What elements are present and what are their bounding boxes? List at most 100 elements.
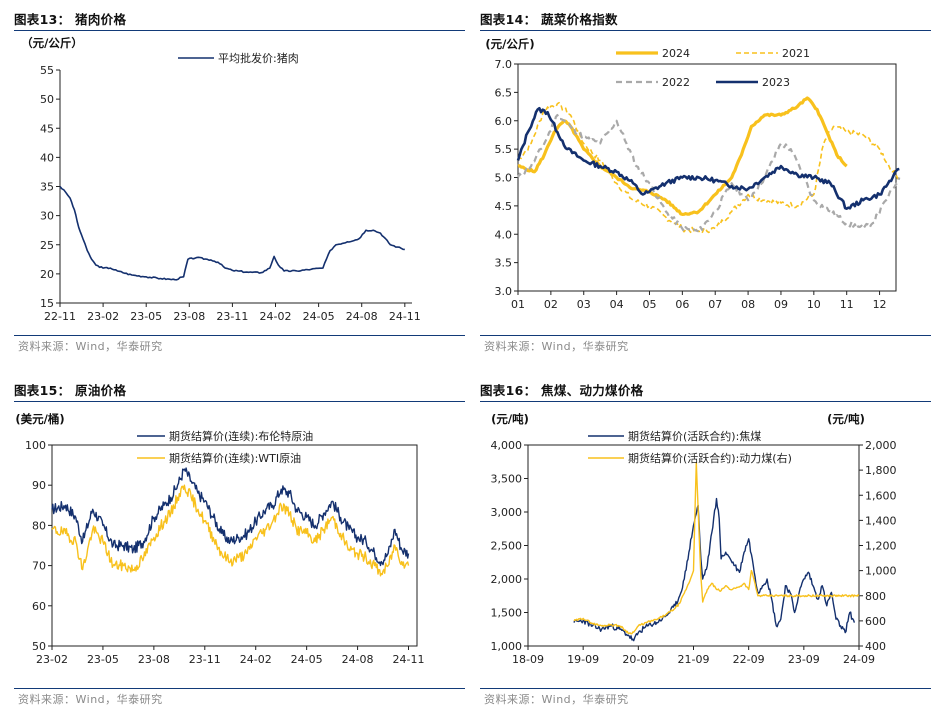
y-tick-label: 80: [32, 519, 46, 532]
y-axis-unit: (元/吨): [491, 412, 529, 426]
series-line-1: [517, 96, 848, 216]
x-tick-label: 23-08: [173, 310, 205, 323]
y-axis-unit-right: (元/吨): [827, 412, 865, 426]
panel-15-title-rule: [14, 401, 465, 402]
x-tick-label: 24-02: [240, 653, 272, 666]
x-tick-label: 23-05: [130, 310, 162, 323]
legend-label-2: 期货结算价(活跃合约):动力煤(右): [628, 451, 792, 465]
y-tick-label: 100: [25, 439, 46, 452]
panel-13-title: 图表13： 猪肉价格: [14, 12, 127, 27]
y-tick-label: 4,000: [491, 439, 523, 452]
x-tick-label: 01: [511, 298, 525, 311]
x-tick-label: 08: [741, 298, 755, 311]
x-tick-label: 22-09: [733, 653, 765, 666]
x-tick-label: 24-11: [393, 653, 425, 666]
series-line-2: [51, 484, 410, 577]
series-line-1: [573, 497, 856, 642]
x-tick-label: 19-09: [567, 653, 599, 666]
y-tick-label: 70: [32, 560, 46, 573]
x-tick-label: 24-08: [342, 653, 374, 666]
x-tick-label: 24-05: [291, 653, 323, 666]
legend-label-2: 期货结算价(连续):WTI原油: [169, 451, 301, 465]
panel-16-source-rule: [480, 688, 931, 689]
panel-14-source: 资料来源：Wind，华泰研究: [484, 340, 629, 353]
y-right-tick-label: 1,800: [865, 464, 897, 477]
y-tick-label: 60: [32, 600, 46, 613]
y-tick-label: 45: [40, 122, 54, 135]
panel-14-source-rule: [480, 335, 931, 336]
y-tick-label: 30: [40, 210, 54, 223]
y-tick-label: 3.0: [495, 285, 513, 298]
x-tick-label: 24-02: [260, 310, 292, 323]
panel-15-source-rule: [14, 688, 465, 689]
series-line-1: [59, 185, 405, 281]
x-tick-label: 24-08: [346, 310, 378, 323]
legend-label-3: 2022: [662, 76, 690, 89]
y-tick-label: 20: [40, 268, 54, 281]
y-tick-label: 5.5: [495, 143, 513, 156]
y-right-tick-label: 600: [865, 615, 886, 628]
x-tick-label: 04: [610, 298, 624, 311]
legend-label-2: 2021: [782, 47, 810, 60]
y-tick-label: 50: [32, 640, 46, 653]
x-tick-label: 22-11: [44, 310, 76, 323]
plot-frame: [51, 444, 418, 647]
y-axis-unit: （元/公斤）: [21, 36, 83, 50]
y-tick-label: 50: [40, 93, 54, 106]
x-tick-label: 21-09: [678, 653, 710, 666]
y-axis-unit: (元/公斤): [485, 37, 534, 51]
x-tick-label: 20-09: [622, 653, 654, 666]
panel-16-title: 图表16： 焦煤、动力煤价格: [480, 383, 644, 398]
y-right-tick-label: 400: [865, 640, 886, 653]
legend-label-1: 2024: [662, 47, 690, 60]
series-line-2: [517, 101, 900, 234]
y-tick-label: 6.0: [495, 115, 513, 128]
panel-13-source: 资料来源：Wind，华泰研究: [18, 340, 163, 353]
panel-13-source-rule: [14, 335, 465, 336]
x-tick-label: 23-02: [87, 310, 119, 323]
y-tick-label: 1,000: [491, 640, 523, 653]
y-right-tick-label: 1,600: [865, 489, 897, 502]
x-tick-label: 23-05: [87, 653, 119, 666]
x-tick-label: 09: [774, 298, 788, 311]
x-tick-label: 23-11: [216, 310, 248, 323]
legend-label-1: 平均批发价:猪肉: [218, 51, 299, 65]
x-tick-label: 11: [840, 298, 854, 311]
legend-label-1: 期货结算价(活跃合约):焦煤: [628, 429, 761, 443]
y-tick-label: 4.5: [495, 200, 513, 213]
panel-14-title: 图表14： 蔬菜价格指数: [480, 12, 618, 27]
x-tick-label: 03: [577, 298, 591, 311]
y-tick-label: 90: [32, 479, 46, 492]
panel-15-title: 图表15： 原油价格: [14, 383, 127, 398]
y-tick-label: 3.5: [495, 257, 513, 270]
y-tick-label: 15: [40, 297, 54, 310]
y-tick-label: 4.0: [495, 228, 513, 241]
y-right-tick-label: 1,400: [865, 514, 897, 527]
x-tick-label: 23-11: [189, 653, 221, 666]
y-tick-label: 25: [40, 239, 54, 252]
x-tick-label: 12: [873, 298, 887, 311]
x-tick-label: 06: [675, 298, 689, 311]
x-tick-label: 24-09: [843, 653, 875, 666]
chart-crude-oil-price: (美元/桶) 50 60 70 80 90 100 23-02 23-05 23-08 23-11 2…: [15, 412, 425, 666]
series-line-2: [573, 461, 860, 635]
x-tick-label: 23-08: [138, 653, 170, 666]
panel-15-source: 资料来源：Wind，华泰研究: [18, 693, 163, 706]
y-tick-label: 35: [40, 181, 54, 194]
y-tick-label: 1,500: [491, 607, 523, 620]
legend-label-1: 期货结算价(连续):布伦特原油: [169, 429, 313, 443]
y-tick-label: 3,000: [491, 506, 523, 519]
series-line-4: [516, 106, 900, 210]
panel-16-source: 资料来源：Wind，华泰研究: [484, 693, 629, 706]
x-tick-label: 05: [642, 298, 656, 311]
panel-16-title-rule: [480, 401, 931, 402]
y-tick-label: 2,500: [491, 540, 523, 553]
x-tick-label: 07: [708, 298, 722, 311]
x-tick-label: 10: [807, 298, 821, 311]
panel-13-title-rule: [14, 30, 465, 31]
y-right-tick-label: 1,200: [865, 540, 897, 553]
x-tick-label: 24-11: [389, 310, 421, 323]
x-tick-label: 23-02: [36, 653, 68, 666]
y-tick-label: 40: [40, 151, 54, 164]
y-tick-label: 6.5: [495, 86, 513, 99]
